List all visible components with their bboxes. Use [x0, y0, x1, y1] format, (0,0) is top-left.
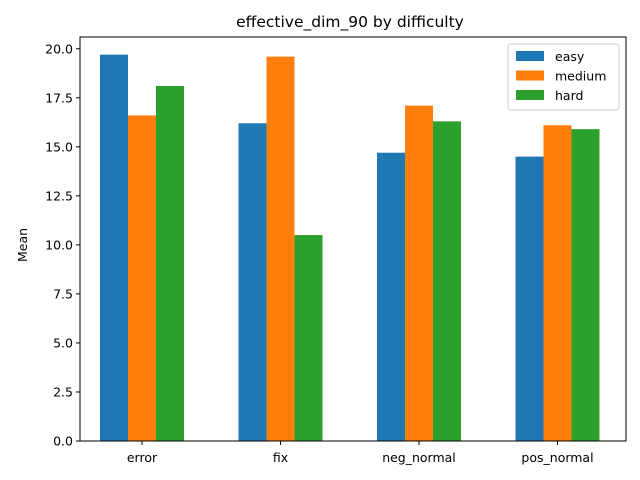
bar-medium-pos_normal: [543, 125, 572, 441]
y-tick-label: 10.0: [45, 237, 73, 252]
bar-easy-pos_normal: [515, 156, 544, 441]
y-tick-label: 17.5: [45, 90, 73, 105]
bar-hard-error: [156, 86, 184, 442]
legend-swatch-easy: [516, 51, 544, 61]
legend-label-hard: hard: [555, 88, 583, 103]
bar-easy-fix: [238, 123, 267, 441]
bars-layer: [100, 54, 600, 442]
axes-layer: 0.0 2.5 5.0 7.5 10.0 12.5 15.0 17.5 20.0 error fix…: [45, 36, 627, 465]
bar-medium-error: [128, 115, 156, 442]
legend: easy medium hard: [507, 43, 620, 111]
bar-easy-neg_normal: [377, 152, 405, 441]
y-tick-label: 5.0: [53, 335, 73, 350]
x-tick-label-neg_normal: neg_normal: [382, 450, 456, 465]
bar-medium-neg_normal: [405, 105, 433, 441]
y-tick-label: 12.5: [45, 188, 73, 203]
bar-hard-fix: [294, 235, 323, 441]
legend-label-medium: medium: [555, 69, 606, 84]
legend-label-easy: easy: [555, 49, 585, 64]
legend-swatch-hard: [516, 90, 544, 100]
bar-easy-error: [100, 54, 128, 442]
x-tick-label-fix: fix: [273, 450, 288, 465]
x-tick-label-error: error: [127, 450, 158, 465]
chart-title: effective_dim_90 by difficulty: [236, 13, 464, 32]
y-tick-label: 15.0: [45, 139, 73, 154]
y-tick-label: 0.0: [53, 434, 73, 449]
y-tick-label: 20.0: [45, 41, 73, 56]
plot-frame: [79, 36, 627, 442]
y-tick-label: 2.5: [53, 384, 73, 399]
bar-hard-pos_normal: [571, 129, 600, 442]
bar-medium-fix: [266, 56, 295, 442]
x-tick-label-pos_normal: pos_normal: [521, 450, 593, 465]
bar-hard-neg_normal: [433, 121, 461, 442]
legend-swatch-medium: [516, 70, 544, 81]
y-tick-label: 7.5: [53, 286, 73, 301]
y-axis-label: Mean: [15, 228, 30, 262]
